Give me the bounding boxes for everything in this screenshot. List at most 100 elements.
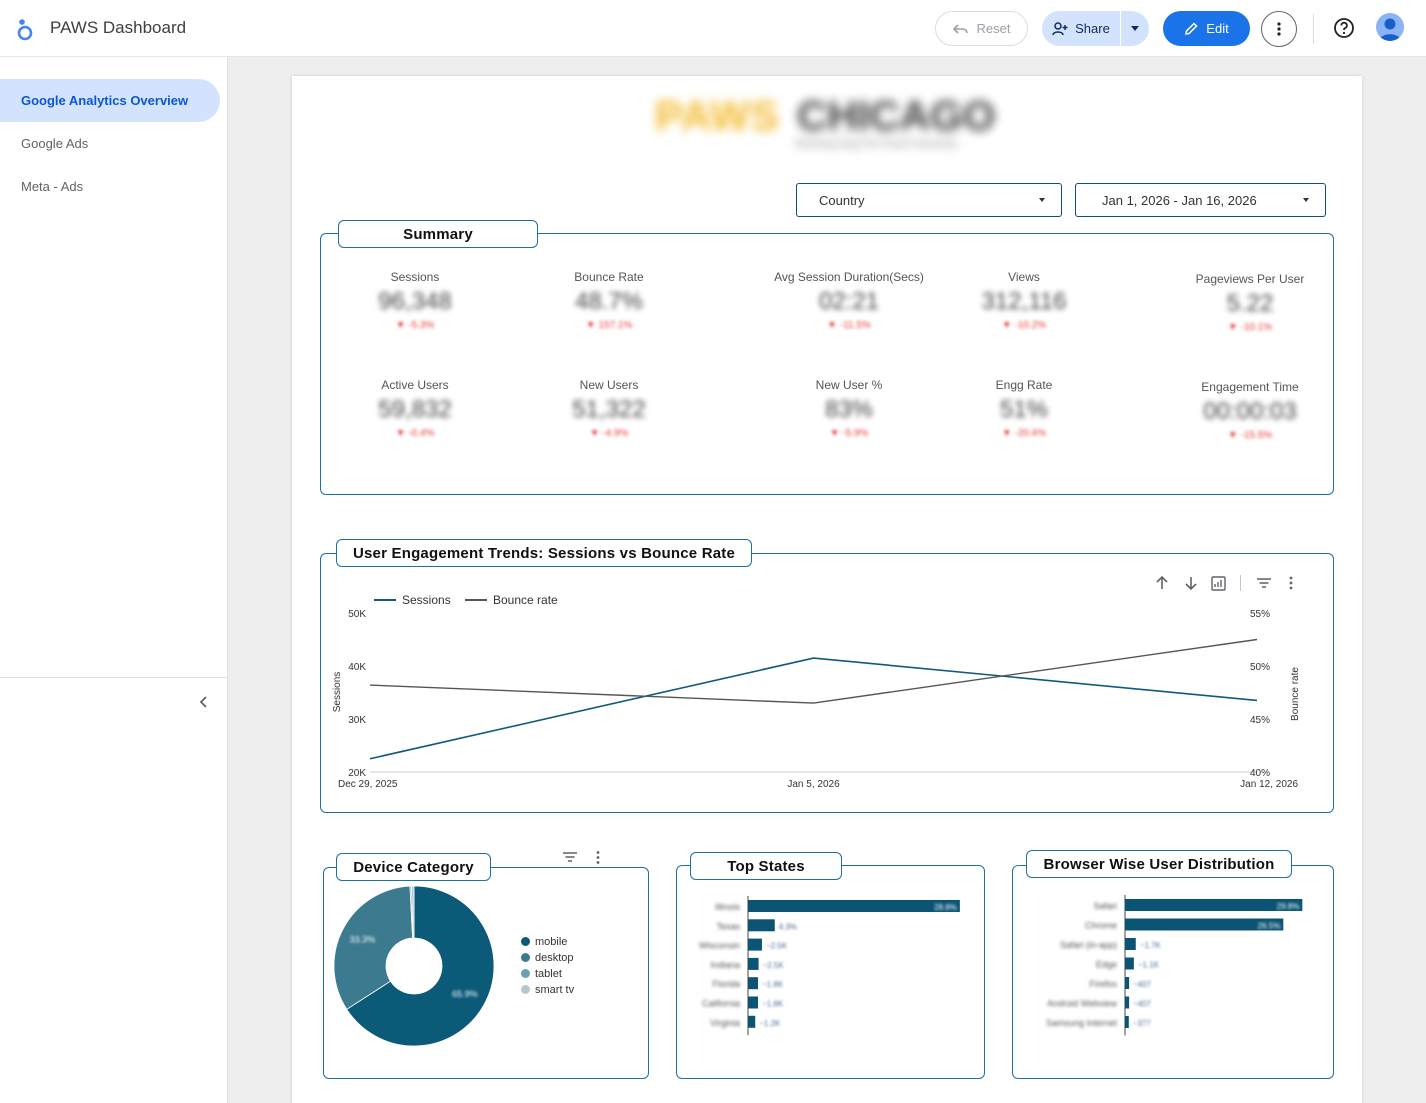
legend-item-mobile[interactable]: mobile [521, 936, 567, 948]
sort-descending-icon[interactable] [1185, 577, 1197, 591]
reset-button[interactable]: Reset [935, 11, 1028, 46]
bounce-rate-line [369, 638, 1258, 704]
device-chart-toolbar [563, 851, 600, 864]
trends-title: User Engagement Trends: Sessions vs Boun… [336, 539, 752, 567]
kpi-label: Active Users [381, 378, 449, 392]
more-vert-icon[interactable] [1289, 576, 1293, 590]
kpi-delta: ▼ -11.5% [827, 320, 871, 331]
bar[interactable] [1125, 938, 1136, 950]
kpi-card: Engagement Time 00:00:03 ▼ -15.5% [1155, 380, 1345, 441]
bar[interactable] [748, 977, 759, 990]
brand-word-2: CHICAGO [797, 92, 996, 139]
brand-tagline: Working Dog Pet Food Franchise [795, 138, 958, 150]
kpi-delta-value: -0.4% [408, 428, 435, 439]
bar-data-label: 26.5% [1258, 922, 1281, 931]
kpi-delta-value: -5.3% [408, 320, 435, 331]
country-filter[interactable]: Country [796, 183, 1062, 217]
y-axis-title: Sessions [332, 672, 343, 713]
kpi-delta: ▼ 157.1% [585, 320, 633, 331]
bar-data-label: ~1.1K [1138, 961, 1160, 970]
user-avatar[interactable] [1376, 13, 1404, 41]
edit-button[interactable]: Edit [1163, 11, 1250, 46]
app-title: PAWS Dashboard [50, 18, 187, 37]
sort-ascending-icon[interactable] [1156, 575, 1168, 589]
kpi-delta-value: -10.2% [1014, 320, 1047, 331]
filter-icon[interactable] [1257, 578, 1271, 588]
browser-bar-chart: Safari 29.8% Chrome 26.5% Safari (in-app) ~1.… [1046, 895, 1303, 1036]
bar[interactable] [748, 957, 759, 970]
pie-slice-smart-tv[interactable] [411, 885, 415, 939]
bar-data-label: ~1.8K [762, 980, 784, 989]
more-vert-icon [1277, 22, 1281, 36]
chart-toolbar [1156, 575, 1293, 591]
share-button[interactable]: Share [1042, 11, 1120, 46]
bar[interactable] [1125, 977, 1130, 989]
bar-category-label: Florida [712, 979, 740, 989]
sidebar-item-meta-ads[interactable]: Meta - Ads [21, 179, 84, 194]
y-tick-label: 20K [348, 768, 366, 779]
kpi-value: 83% [824, 396, 874, 423]
kpi-card: New User % 83% ▼ -5.9% [754, 378, 944, 439]
x-tick-label: Jan 5, 2026 [787, 779, 840, 790]
bar[interactable] [748, 919, 775, 932]
kpi-delta-value: 157.1% [598, 320, 633, 331]
bar[interactable] [748, 900, 960, 912]
legend-label-bounce-rate: Bounce rate [493, 593, 558, 607]
caret-down-icon [1303, 198, 1309, 202]
bar[interactable] [1125, 918, 1284, 931]
bar[interactable] [1125, 899, 1303, 911]
legend-label: tablet [535, 968, 562, 980]
bar[interactable] [1125, 957, 1134, 970]
bar-category-label: Virginia [710, 1018, 740, 1028]
x-tick-label: Dec 29, 2025 [338, 779, 398, 790]
kpi-delta: ▼ -0.4% [395, 428, 435, 439]
bar[interactable] [748, 1015, 756, 1028]
kpi-label: Pageviews Per User [1195, 272, 1305, 286]
pie-slice-desktop[interactable] [333, 885, 414, 1010]
looker-studio-logo-icon[interactable] [14, 17, 36, 41]
bar-data-label: 4.3% [779, 922, 797, 931]
kpi-delta-value: -4.9% [602, 428, 629, 439]
legend-label: smart tv [535, 984, 575, 996]
bar-category-label: California [702, 999, 740, 1009]
kpi-value: 00:00:03 [1203, 398, 1297, 425]
drill-chart-icon[interactable] [1211, 576, 1226, 591]
caret-down-icon [1039, 198, 1045, 202]
trends-panel [320, 553, 1334, 813]
filter-icon[interactable] [563, 852, 577, 862]
undo-icon [952, 23, 968, 34]
legend-item-tablet[interactable]: tablet [521, 968, 562, 980]
share-dropdown-button[interactable] [1121, 11, 1149, 46]
legend-item-desktop[interactable]: desktop [521, 952, 574, 964]
bar-category-label: Wisconsin [699, 941, 740, 951]
kpi-card: Engg Rate 51% ▼ -20.6% [929, 378, 1119, 439]
y-tick-label: 50K [348, 609, 366, 620]
kpi-delta: ▼ -10.2% [1001, 320, 1047, 331]
more-vert-icon[interactable] [596, 851, 600, 864]
sidebar-item-google-analytics-overview[interactable]: Google Analytics Overview [0, 79, 220, 122]
sidebar-item-google-ads[interactable]: Google Ads [21, 136, 89, 151]
date-range-picker[interactable]: Jan 1, 2026 - Jan 16, 2026 [1075, 183, 1326, 217]
kpi-value: 96,348 [378, 288, 452, 315]
bar[interactable] [748, 996, 759, 1009]
brand-word-1: PAWS [655, 92, 780, 139]
help-icon[interactable] [1332, 16, 1356, 40]
top-states-title: Top States [690, 852, 842, 880]
kpi-card: New Users 51,322 ▼ -4.9% [514, 378, 704, 439]
y-tick-label: 40K [348, 662, 366, 673]
device-title: Device Category [336, 853, 491, 881]
kpi-delta-value: -11.5% [839, 320, 871, 331]
pie-slice-mobile[interactable] [346, 885, 495, 1047]
legend-dot [521, 985, 530, 994]
toolbar-divider [1313, 14, 1314, 44]
bar-category-label: Illinois [715, 902, 741, 912]
collapse-sidebar-icon[interactable] [195, 693, 213, 711]
bar-category-label: Samsung Internet [1046, 1018, 1118, 1028]
kpi-value: 48.7% [574, 288, 644, 315]
legend-item-smart-tv[interactable]: smart tv [521, 984, 574, 996]
bar[interactable] [1125, 1016, 1129, 1028]
bar[interactable] [1125, 996, 1130, 1009]
kpi-delta: ▼ -4.9% [589, 428, 629, 439]
more-options-button[interactable] [1261, 11, 1297, 47]
bar[interactable] [748, 938, 762, 951]
